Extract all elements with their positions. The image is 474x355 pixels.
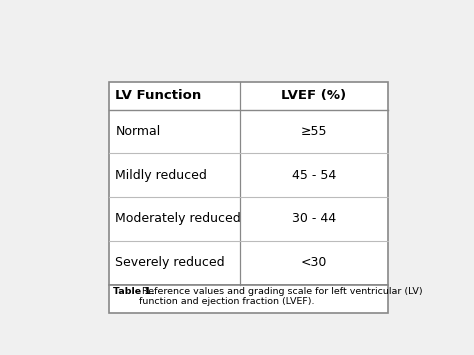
Text: ≥55: ≥55	[301, 125, 327, 138]
Text: LV Function: LV Function	[116, 89, 202, 102]
Text: Normal: Normal	[116, 125, 161, 138]
Text: Mildly reduced: Mildly reduced	[116, 169, 207, 182]
Text: 30 - 44: 30 - 44	[292, 212, 336, 225]
Text: LVEF (%): LVEF (%)	[282, 89, 346, 102]
Text: Moderately reduced: Moderately reduced	[116, 212, 241, 225]
Text: Table 1.: Table 1.	[113, 287, 155, 296]
Bar	[109, 82, 388, 284]
Text: Reference values and grading scale for left ventricular (LV)
function and ejecti: Reference values and grading scale for l…	[139, 287, 423, 306]
Bar	[109, 284, 388, 313]
Text: <30: <30	[301, 256, 327, 269]
Text: Severely reduced: Severely reduced	[116, 256, 225, 269]
Text: 45 - 54: 45 - 54	[292, 169, 336, 182]
